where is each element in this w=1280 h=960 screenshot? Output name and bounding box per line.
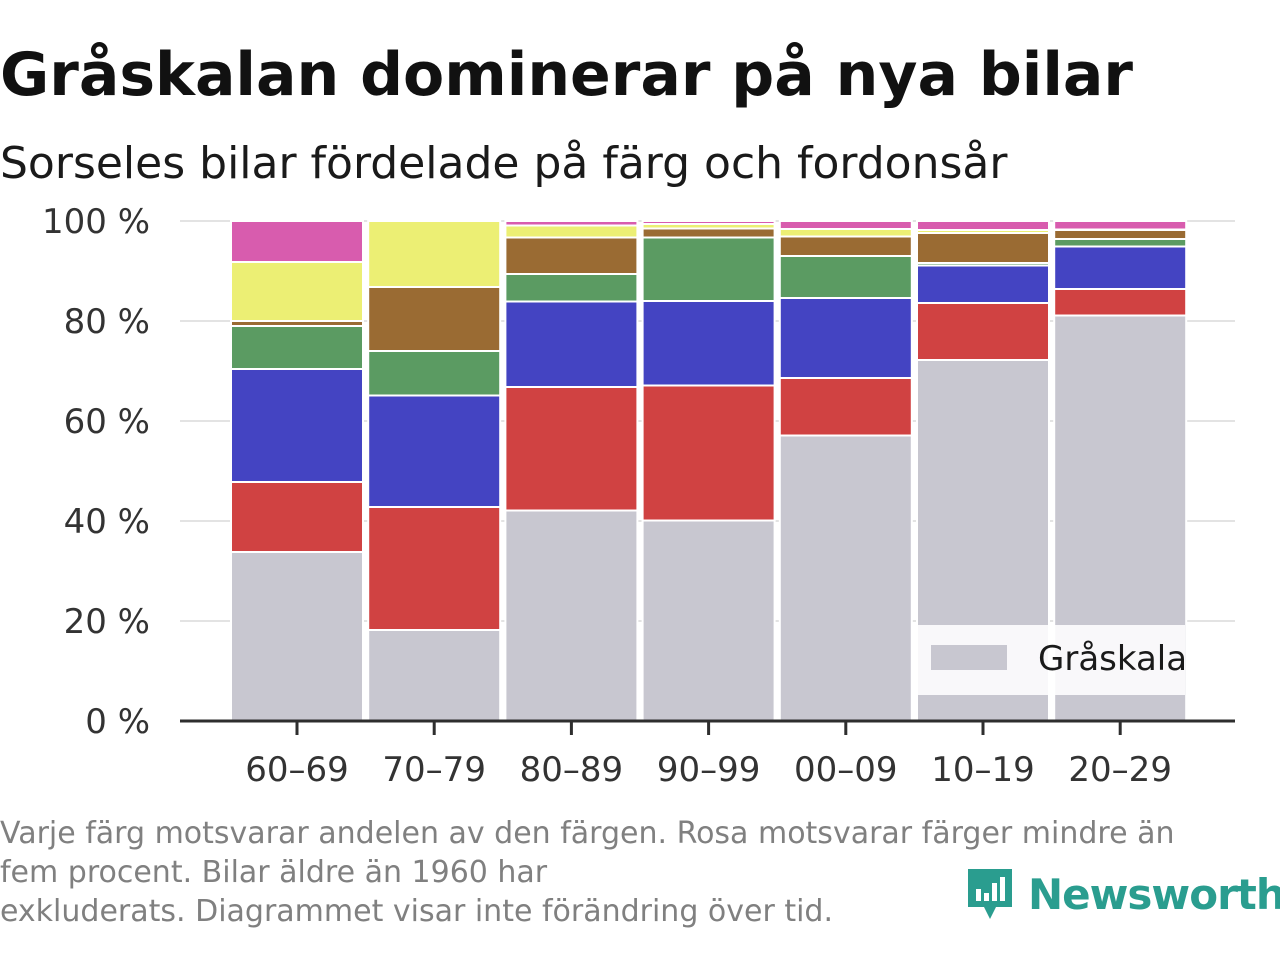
bar-segment-3-80–89[interactable] <box>504 300 639 388</box>
bar-segment-4-00–09[interactable] <box>778 255 913 299</box>
x-tick-label: 20–29 <box>1068 750 1172 790</box>
legend-swatch-graskala <box>931 645 1007 670</box>
bar-segment-5-70–79[interactable] <box>367 286 502 352</box>
bar-segment-3-60–69[interactable] <box>230 368 364 483</box>
bar-segment-2-80–89[interactable] <box>504 386 639 512</box>
bar-segment-7-80–89[interactable] <box>504 220 639 227</box>
y-tick-label: 100 % <box>42 202 150 242</box>
bar-segment-2-10–19[interactable] <box>916 302 1050 361</box>
y-tick-label: 40 % <box>64 502 150 542</box>
bar-segment-2-20–29[interactable] <box>1053 288 1188 317</box>
footnote: Varje färg motsvarar andelen av den färg… <box>0 814 1250 931</box>
footnote-line-2: fem procent. Bilar äldre än 1960 har <box>0 855 548 890</box>
bar-segment-4-70–79[interactable] <box>367 350 502 397</box>
y-tick-label: 20 % <box>64 602 150 642</box>
bar-segment-1-70–79[interactable] <box>367 629 502 722</box>
footnote-line-3: exkluderats. Diagrammet visar inte förän… <box>0 894 834 929</box>
bar-segment-4-20–29[interactable] <box>1053 238 1188 248</box>
x-tick-label: 70–79 <box>382 750 486 790</box>
bar-segment-2-60–69[interactable] <box>230 481 364 553</box>
bar-segment-7-20–29[interactable] <box>1053 220 1188 231</box>
x-tick-label: 90–99 <box>657 750 761 790</box>
bars <box>230 220 1188 722</box>
axes: 0 % 20 % 40 % 60 % 80 % 100 % 60–69 70–79 80–89 9… <box>42 202 1235 790</box>
bar-segment-4-90–99[interactable] <box>641 236 776 302</box>
bar-segment-1-00–09[interactable] <box>778 434 913 722</box>
footnote-line-1: Varje färg motsvarar andelen av den färg… <box>0 816 1175 851</box>
legend-label-graskala: Gråskala <box>1038 639 1187 679</box>
bar-segment-6-00–09[interactable] <box>778 228 913 238</box>
y-tick-label: 80 % <box>64 302 150 342</box>
bar-segment-2-70–79[interactable] <box>367 506 502 631</box>
bar-segment-5-10–19[interactable] <box>916 232 1050 264</box>
bar-segment-5-80–89[interactable] <box>504 236 639 275</box>
x-tick-label: 00–09 <box>794 750 898 790</box>
bar-segment-3-90–99[interactable] <box>641 300 776 387</box>
brand-name: Newsworthy <box>1028 869 1280 919</box>
bar-segment-6-60–69[interactable] <box>230 261 364 322</box>
bar-segment-2-00–09[interactable] <box>778 377 913 437</box>
bar-segment-1-60–69[interactable] <box>230 551 364 722</box>
legend: Gråskala <box>913 625 1187 695</box>
bar-segment-4-60–69[interactable] <box>230 325 364 370</box>
bar-segment-1-80–89[interactable] <box>504 509 639 722</box>
bar-segment-3-70–79[interactable] <box>367 394 502 508</box>
bar-segment-2-90–99[interactable] <box>641 384 776 522</box>
chart-title: Gråskalan dominerar på nya bilar <box>0 40 1133 110</box>
brand-logo[interactable]: Newsworthy <box>964 862 1280 926</box>
x-tick-label: 60–69 <box>245 750 349 790</box>
chart-subtitle: Sorseles bilar fördelade på färg och for… <box>0 138 1008 189</box>
bar-segment-4-80–89[interactable] <box>504 273 639 303</box>
bar-segment-5-00–09[interactable] <box>778 235 913 257</box>
newsworthy-logo-icon <box>968 869 1012 919</box>
y-tick-label: 60 % <box>64 402 150 442</box>
bar-segment-1-90–99[interactable] <box>641 519 776 722</box>
bar-segment-5-20–29[interactable] <box>1053 229 1188 240</box>
bar-segment-7-60–69[interactable] <box>230 220 364 263</box>
bar-segment-7-90–99[interactable] <box>641 220 776 225</box>
bar-segment-5-90–99[interactable] <box>641 227 776 239</box>
bar-segment-6-70–79[interactable] <box>367 220 502 288</box>
bar-segment-3-00–09[interactable] <box>778 297 913 379</box>
bar-segment-7-10–19[interactable] <box>916 220 1050 231</box>
x-tick-label: 80–89 <box>520 750 624 790</box>
bar-segment-3-20–29[interactable] <box>1053 245 1188 290</box>
x-tick-label: 10–19 <box>931 750 1035 790</box>
stacked-bar-chart: 0 % 20 % 40 % 60 % 80 % 100 % 60–69 70–79 80–89 9… <box>42 202 1235 790</box>
bar-segment-6-80–89[interactable] <box>504 224 639 239</box>
bar-segment-3-10–19[interactable] <box>916 264 1050 304</box>
y-tick-label: 0 % <box>85 702 150 742</box>
bar-segment-7-00–09[interactable] <box>778 220 913 230</box>
